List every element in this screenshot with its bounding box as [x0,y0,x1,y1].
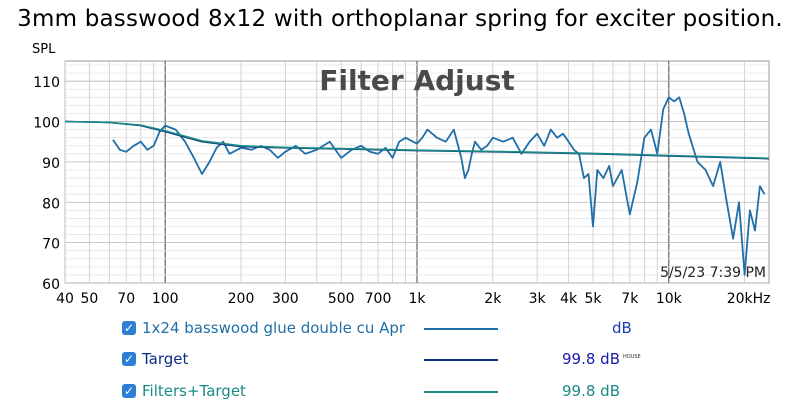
legend-swatch-filters-target [424,391,498,393]
legend-label-filters-target: Filters+Target [142,382,246,400]
legend-label-target: Target [142,350,189,368]
legend-row-measurement[interactable]: ✓ 1x24 basswood glue double cu Apr dB [0,319,800,341]
filters-target-checkbox[interactable]: ✓ [122,384,136,398]
legend-value-filters-target: 99.8 dB [562,382,620,400]
timestamp: 5/5/23 7:39 PM [660,265,766,281]
y-tick-label: 80 [42,196,60,212]
series-layer [64,96,770,276]
x-tick-label: 5k [584,291,602,307]
x-tick-label: 20kHz [727,291,771,307]
legend-label-measurement: 1x24 basswood glue double cu Apr [142,319,406,337]
x-tick-label: 50 [80,291,98,307]
measurement-checkbox[interactable]: ✓ [122,321,136,335]
page-title: 3mm basswood 8x12 with orthoplanar sprin… [17,6,783,32]
chart-title: Filter Adjust [319,64,515,97]
target-house-tag: HOUSE [622,354,641,360]
y-tick-label: 70 [42,237,60,253]
legend-row-filters-target[interactable]: ✓ Filters+Target 99.8 dB [0,382,800,404]
x-tick-label: 10k [656,291,683,307]
y-tick-label: 90 [42,156,60,172]
x-tick-label: 4k [560,291,578,307]
y-axis-label: SPL [32,42,56,57]
legend-swatch-measurement [424,328,498,330]
x-tick-label: 3k [529,291,547,307]
x-tick-label: 70 [117,291,135,307]
x-tick-label: 200 [228,291,255,307]
y-tick-label: 60 [42,277,60,293]
y-tick-label: 110 [33,75,60,91]
x-tick-label: 40 [56,291,74,307]
x-tick-labels: 40 50 70 100 200 300 500 700 1k 2k 3k 4k 5k 7k 10k 20kH… [56,291,770,307]
x-tick-label: 700 [365,291,392,307]
legend-value-target: 99.8 dB HOUSE [562,350,641,368]
x-tick-label: 1k [408,291,426,307]
x-tick-label: 7k [621,291,639,307]
x-tick-label: 300 [272,291,299,307]
target-checkbox[interactable]: ✓ [122,352,136,366]
x-tick-label: 100 [152,291,179,307]
grid [64,61,769,284]
series-line-2 [64,120,770,160]
legend-row-target[interactable]: ✓ Target 99.8 dB HOUSE [0,350,800,372]
legend-swatch-target [424,359,498,361]
x-tick-label: 2k [484,291,502,307]
y-tick-labels: 60 70 80 90 100 110 [33,75,60,293]
series-line-0 [112,96,766,276]
y-tick-label: 100 [33,116,60,132]
x-tick-label: 500 [328,291,355,307]
legend-value-measurement: dB [612,319,632,337]
